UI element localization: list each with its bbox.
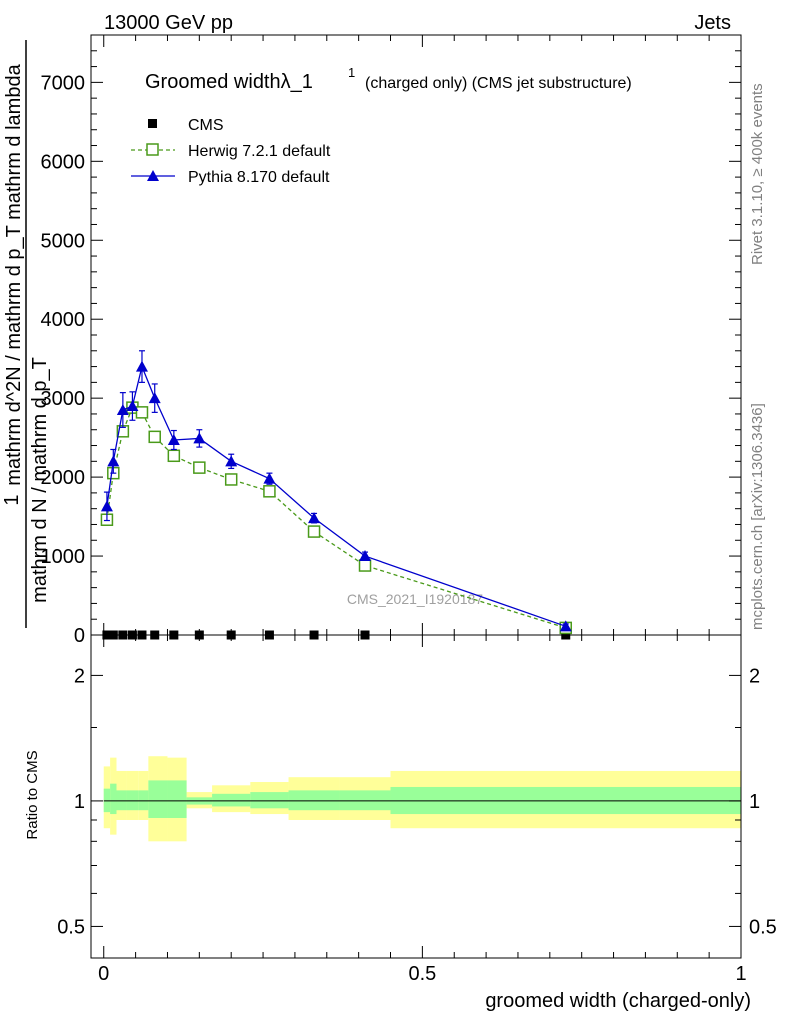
- ratio-ytick-label: 1: [74, 791, 85, 813]
- herwig-point: [193, 461, 206, 474]
- pythia-point: [107, 455, 120, 467]
- rivet-info-label: Rivet 3.1.10, ≥ 400k events: [749, 83, 766, 265]
- pythia-point: [167, 434, 180, 445]
- ratio-axis-ticks: [91, 635, 742, 958]
- xtick-label: 0.5: [408, 963, 436, 985]
- main-ytick-label: 7000: [41, 72, 86, 94]
- ratio-ytick-label-right: 0.5: [749, 916, 777, 938]
- legend-herwig-marker: [146, 143, 159, 156]
- herwig-point: [358, 559, 372, 572]
- ratio-inner-band: [288, 790, 340, 811]
- xaxis-label: groomed width (charged-only): [485, 990, 751, 1012]
- herwig-point: [307, 525, 321, 538]
- main-plot-title: Groomed widthλ_1: [145, 71, 313, 93]
- pythia-point: [193, 432, 206, 444]
- main-ytick-label: 3000: [41, 388, 86, 410]
- ratio-inner-band: [250, 792, 289, 809]
- legend-herwig-label: Herwig 7.2.1 default: [188, 143, 331, 160]
- pythia-line: [106, 364, 566, 627]
- main-ytick-labels: 0 1000 2000 3000 4000 5000 6000 7000: [41, 72, 86, 647]
- main-ytick-label: 6000: [41, 151, 86, 173]
- ratio-ytick-label-right: 2: [749, 665, 760, 687]
- pythia-point: [559, 620, 572, 632]
- ratio-inner-band: [148, 780, 168, 818]
- xtick-label: 0: [98, 963, 109, 985]
- main-plot-title-suffix: (charged only) (CMS jet substructure): [365, 75, 632, 92]
- ratio-tick-labels: 0.5 0.5 1 1 2 2 0 0.5 1: [57, 665, 777, 985]
- main-ytick-label: 0: [74, 625, 85, 647]
- main-ytick-label: 4000: [41, 309, 86, 331]
- ratio-ytick-label-right: 1: [749, 791, 760, 813]
- ratio-inner-band: [103, 788, 111, 813]
- pythia-point: [263, 472, 276, 484]
- ratio-ytick-label: 0.5: [57, 916, 85, 938]
- main-ytick-label: 1000: [41, 546, 86, 568]
- energy-label: 13000 GeV pp: [104, 12, 233, 34]
- herwig-point: [135, 406, 149, 419]
- pythia-point: [126, 400, 139, 412]
- ratio-plot-frame: [90, 634, 742, 959]
- ratio-inner-band: [167, 780, 187, 818]
- watermark-label: CMS_2021_I1920187: [347, 591, 483, 607]
- main-ytick-label: 2000: [41, 467, 86, 489]
- pythia-point: [225, 455, 238, 467]
- ratio-inner-band: [116, 790, 127, 811]
- main-ytick-label: 5000: [41, 230, 86, 252]
- pythia-point: [308, 512, 321, 524]
- legend-pythia-marker: [147, 170, 159, 181]
- category-label: Jets: [694, 12, 731, 34]
- ratio-inner-band: [339, 790, 391, 811]
- mcplots-info-label: mcplots.cern.ch [arXiv:1306.3436]: [749, 403, 766, 630]
- herwig-point: [224, 473, 238, 486]
- legend: CMS Herwig 7.2.1 default Pythia 8.170 de…: [131, 117, 331, 186]
- pythia-point: [359, 550, 372, 562]
- ratio-ytick-label: 2: [74, 665, 85, 687]
- legend-pythia-label: Pythia 8.170 default: [188, 169, 330, 186]
- xtick-label: 1: [735, 963, 746, 985]
- main-ylabel-denominator: mathrm d N / mathrm d p_T: [29, 357, 51, 603]
- legend-cms-label: CMS: [188, 117, 224, 134]
- ratio-ylabel: Ratio to CMS: [24, 750, 41, 839]
- legend-cms-marker: [148, 119, 157, 128]
- herwig-point: [148, 430, 161, 444]
- pythia-point: [116, 404, 129, 415]
- main-plot-title-superscript: 1: [348, 65, 355, 80]
- main-data-layer: [100, 350, 573, 640]
- ratio-inner-band: [212, 793, 251, 807]
- main-ylabel-numerator: 1: [1, 494, 23, 505]
- pythia-point: [100, 500, 113, 512]
- pythia-point: [148, 392, 161, 404]
- pythia-point: [135, 360, 148, 372]
- herwig-point: [263, 485, 276, 498]
- ratio-inner-band: [110, 783, 117, 815]
- ratio-inner-band: [126, 790, 139, 811]
- ratio-bands-layer: [103, 756, 741, 842]
- ratio-inner-band: [138, 790, 149, 811]
- main-plot-title-main: Groomed widthλ_1: [145, 71, 313, 93]
- main-ylabel-side: mathrm d^2N / mathrm d p_T mathrm d lamb…: [3, 63, 25, 485]
- herwig-point: [167, 449, 181, 463]
